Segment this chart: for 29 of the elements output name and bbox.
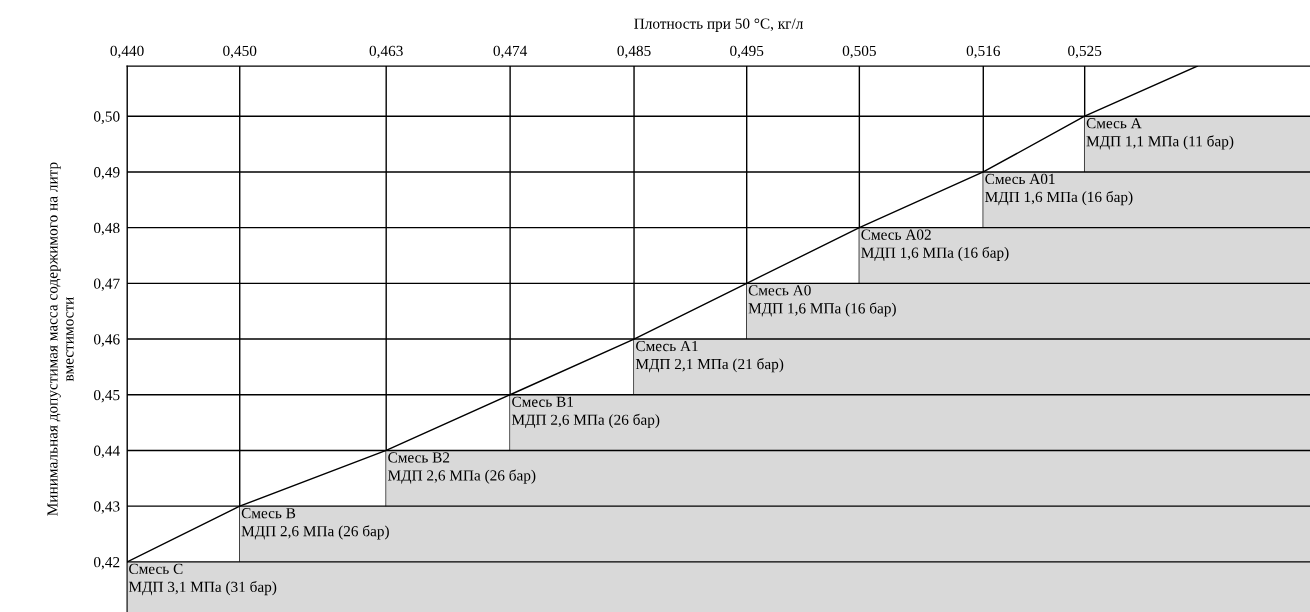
x-tick-label: 0,450 bbox=[223, 45, 257, 59]
y-tick-label: 0,45 bbox=[93, 389, 120, 403]
x-tick-label: 0,440 bbox=[110, 45, 144, 59]
annotation: Смесь С МДП 3,1 МПа (31 бар) bbox=[128, 563, 277, 596]
annotation: Смесь А1 МДП 2,1 МПа (21 бар) bbox=[635, 340, 784, 373]
y-tick-label: 0,43 bbox=[93, 501, 120, 514]
x-tick-label: 0,495 bbox=[730, 45, 764, 59]
y-tick-label: 0,49 bbox=[93, 167, 120, 180]
annotation: Смесь А0 МДП 1,6 МПа (16 бар) bbox=[748, 285, 896, 317]
y-tick-label: 0,42 bbox=[93, 557, 120, 570]
annotation: Смесь В МДП 2,6 МПа (26 бар) bbox=[241, 508, 389, 540]
annotation: Смесь В2 МДП 2,6 МПа (26 бар) bbox=[388, 452, 536, 484]
annotation: Смесь А02 МДП 1,6 МПа (16 бар) bbox=[861, 229, 1009, 261]
annotation: Смесь А МДП 1,1 МПа (11 бар) bbox=[1086, 118, 1234, 150]
annotation: Смесь А01 МДП 1,6 МПа (16 бар) bbox=[985, 173, 1133, 206]
y-tick-label: 0,48 bbox=[93, 222, 120, 236]
x-axis-title: Плотность при 50 °C, кг/л bbox=[634, 18, 803, 32]
y-tick-label: 0,47 bbox=[93, 278, 120, 291]
x-tick-label: 0,505 bbox=[842, 45, 876, 59]
x-tick-label: 0,485 bbox=[617, 45, 651, 59]
x-tick-label: 0,516 bbox=[966, 45, 1001, 59]
annotation: Смесь В1 МДП 2,6 МПа (26 бар) bbox=[511, 396, 660, 429]
y-tick-label: 0,44 bbox=[93, 445, 120, 459]
x-tick-label: 0,474 bbox=[493, 45, 528, 59]
x-tick-label: 0,525 bbox=[1068, 45, 1102, 59]
y-tick-label: 0,50 bbox=[93, 111, 120, 124]
y-axis-title: Минимальная допустимая масса содержимого на литр вместимости bbox=[47, 162, 74, 516]
y-tick-label: 0,46 bbox=[93, 334, 120, 347]
x-tick-label: 0,463 bbox=[369, 45, 403, 59]
